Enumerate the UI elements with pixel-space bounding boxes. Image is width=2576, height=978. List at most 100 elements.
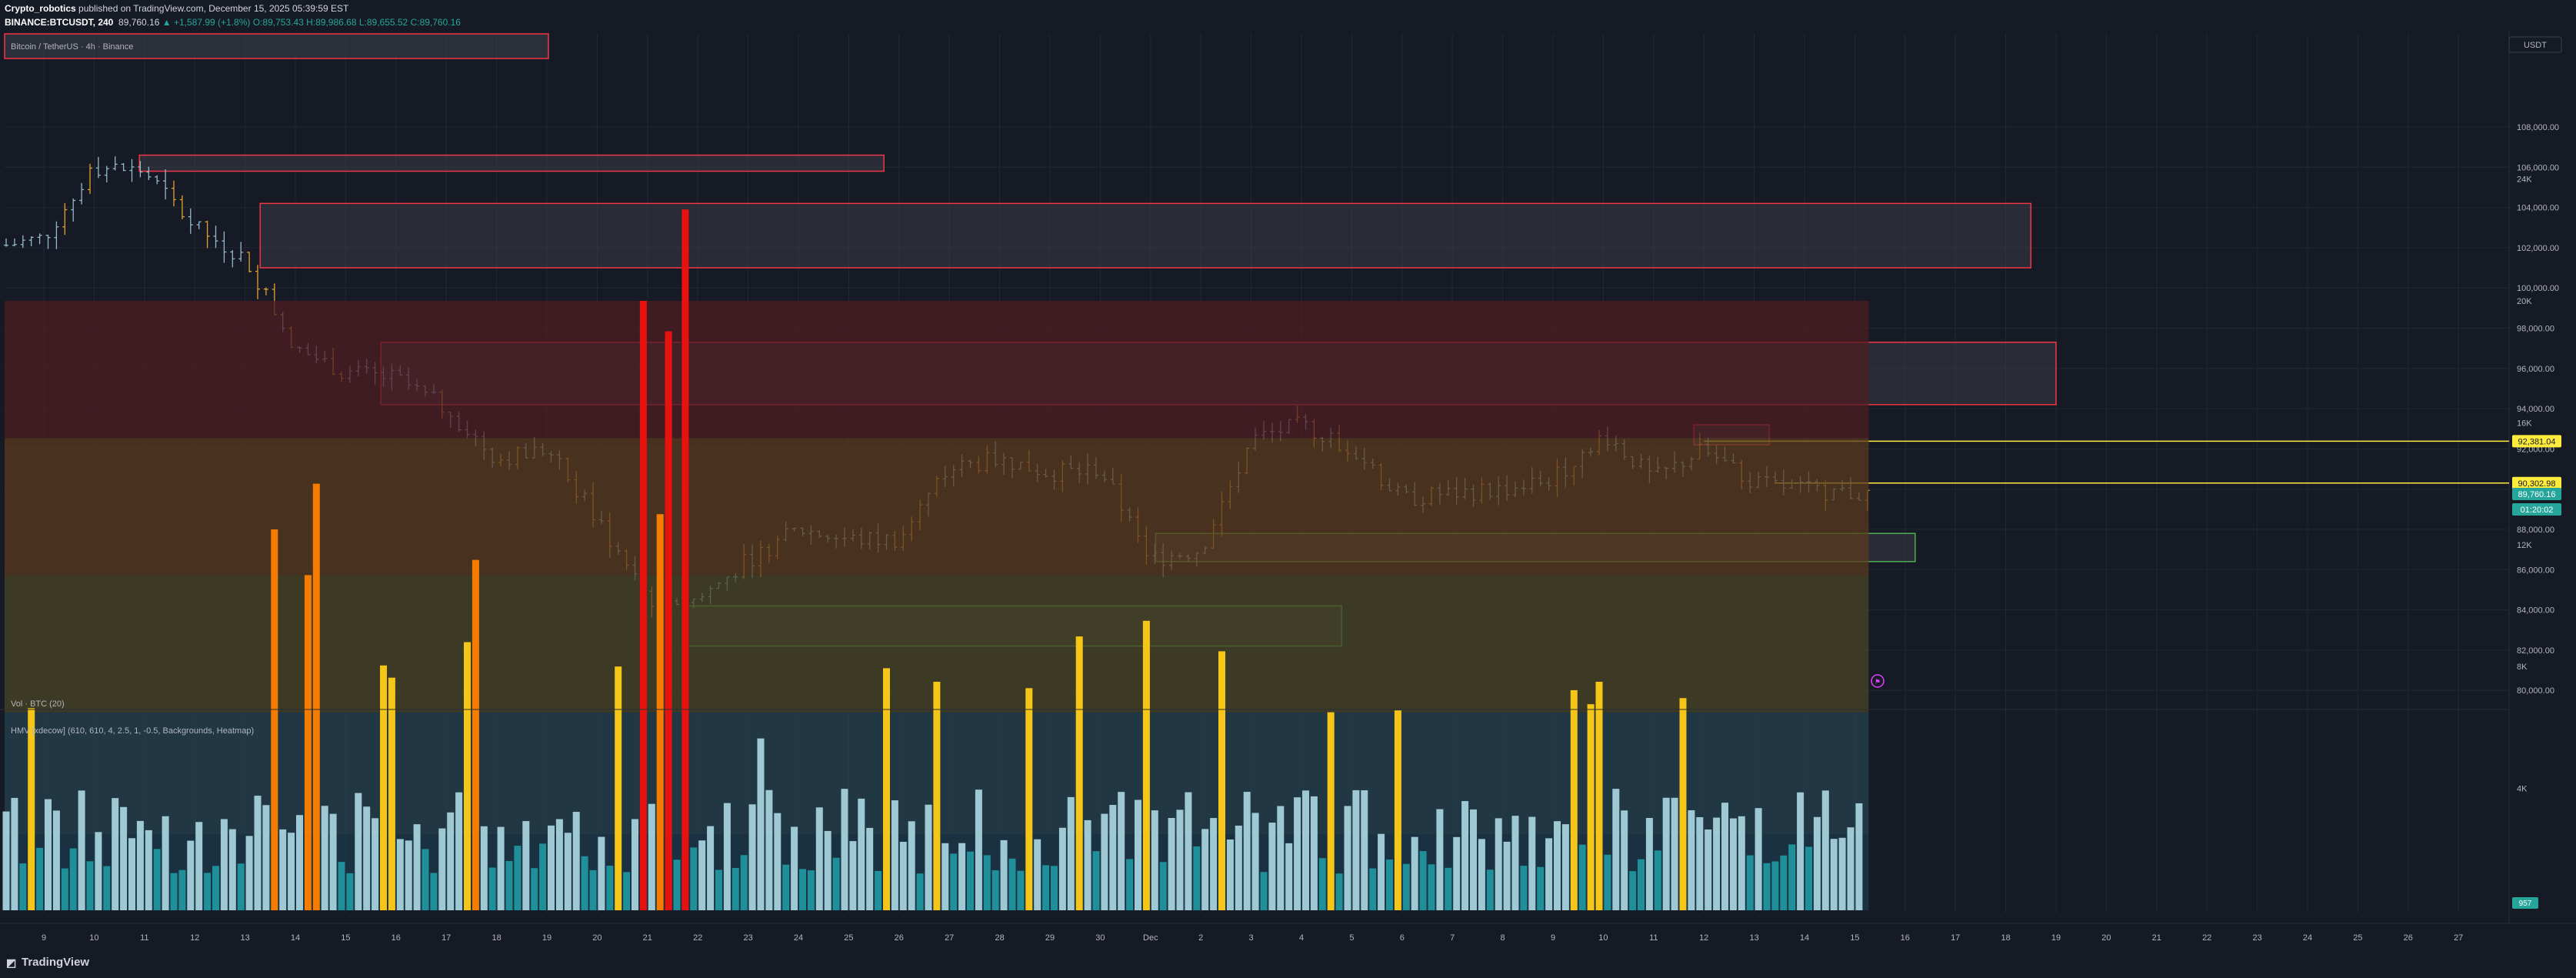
currency-label: USDT (2524, 41, 2547, 50)
volume-bar (824, 830, 831, 910)
price-tick: 82,000.00 (2517, 646, 2554, 656)
publish-info: Crypto_robotics published on TradingView… (5, 3, 348, 14)
volume-axis[interactable]: 24K 20K 16K 12K 8K 4K (2517, 175, 2532, 794)
price-tick: 96,000.00 (2517, 365, 2554, 374)
volume-bar (615, 666, 622, 910)
ohlc-bar (71, 198, 76, 222)
time-tick: 30 (1095, 933, 1105, 943)
volume-bar (690, 847, 698, 910)
flag-icon[interactable] (1871, 674, 1885, 688)
volume-bar (388, 677, 395, 910)
time-tick: 15 (341, 933, 350, 943)
volume-bar (1251, 813, 1259, 910)
volume-bar (858, 798, 865, 910)
volume-bar (623, 872, 631, 910)
volume-bar (422, 849, 429, 910)
time-tick: 18 (492, 933, 501, 943)
chart-title: Bitcoin / TetherUS · 4h · Binance (11, 42, 133, 52)
volume-bar (841, 789, 848, 910)
tradingview-logo[interactable]: ◩ TradingView (6, 956, 89, 969)
volume-bar (1318, 858, 1326, 910)
volume-bar (204, 873, 212, 910)
volume-bar (1561, 824, 1569, 910)
volume-bar (380, 665, 387, 910)
volume-bar (288, 833, 295, 910)
volume-bar (1570, 689, 1578, 910)
volume-bar (505, 860, 513, 910)
volume-bar (1369, 868, 1377, 910)
price-tick: 108,000.00 (2517, 123, 2559, 132)
tv-icon: ◩ (6, 956, 17, 969)
symbol-name[interactable]: BINANCE:BTCUSDT, 240 (5, 17, 114, 28)
volume-bar (178, 870, 186, 910)
volume-bar (723, 803, 731, 910)
volume-bar (69, 848, 77, 910)
vol-indicator-label[interactable]: Vol · BTC (20) (11, 699, 65, 709)
volume-bar (1000, 839, 1008, 910)
time-tick: 9 (42, 933, 46, 943)
symbol-info: BINANCE:BTCUSDT, 240 89,760.16 ▲ +1,587.… (5, 17, 461, 28)
time-tick: 24 (794, 933, 803, 943)
volume-bar (1503, 841, 1511, 910)
volume-bar (413, 824, 421, 910)
ohlc-bar (45, 235, 51, 249)
volume-bar (815, 807, 823, 910)
volume-bar (731, 868, 739, 910)
volume-bar (1520, 866, 1528, 910)
volume-bar (1763, 863, 1771, 910)
volume-bar (925, 804, 932, 910)
time-tick: Dec (1143, 933, 1158, 943)
price-tick: 106,000.00 (2517, 163, 2559, 172)
hmv-indicator-label[interactable]: HMV [xdecow] (610, 610, 4, 2.5, 1, -0.5,… (11, 726, 254, 736)
volume-tick: 8K (2517, 663, 2528, 672)
price-axis[interactable]: 108,000.00 106,000.00 104,000.00 102,000.00… (2517, 123, 2559, 696)
volume-bar (1771, 861, 1779, 910)
volume-bar (1813, 816, 1821, 910)
volume-bar (1537, 866, 1545, 910)
volume-bar (522, 821, 530, 910)
volume-tag-text: 957 (2519, 900, 2532, 908)
volume-bar (1067, 796, 1075, 910)
volume-bar (170, 873, 178, 910)
volume-bar (86, 861, 94, 910)
volume-bar (531, 868, 538, 910)
volume-bar (28, 708, 35, 910)
volume-bar (162, 816, 169, 910)
volume-bar (1126, 859, 1134, 910)
time-tick: 8 (1501, 933, 1505, 943)
author-name[interactable]: Crypto_robotics (5, 3, 76, 14)
time-tick: 2 (1198, 933, 1203, 943)
volume-bar (1453, 836, 1461, 910)
volume-bar (372, 818, 379, 910)
supply-zone[interactable] (138, 154, 885, 172)
ohlc-bar (129, 159, 135, 182)
volume-bar (774, 813, 781, 910)
price-tag (2512, 476, 2561, 489)
ohlc-bar (104, 165, 109, 183)
time-tick: 27 (945, 933, 954, 943)
volume-bar (1017, 870, 1025, 910)
volume-bar (698, 840, 706, 910)
volume-bar (195, 822, 203, 910)
volume-bar (1545, 838, 1553, 910)
volume-bar (1394, 710, 1401, 910)
time-tick: 16 (1901, 933, 1910, 943)
volume-bar (1402, 863, 1410, 910)
volume-bar (1654, 850, 1661, 910)
volume-bar (791, 826, 798, 910)
time-axis[interactable]: 9 10 11 12 13 14 15 16 17 18 19 20 21 22 23 24 25 26 27 28 2… (42, 933, 2463, 943)
time-tick: 17 (442, 933, 451, 943)
time-tick: 18 (2001, 933, 2010, 943)
volume-bar (1386, 860, 1393, 910)
volume-bar (564, 833, 572, 910)
time-tick: 10 (1598, 933, 1608, 943)
volume-bar (1185, 792, 1192, 910)
last-price: 89,760.16 (118, 17, 160, 28)
price-tag (2512, 487, 2561, 500)
volume-bar (1738, 816, 1745, 910)
time-tick: 7 (1450, 933, 1455, 943)
volume-bar (514, 846, 522, 910)
currency-button[interactable] (2508, 36, 2562, 53)
supply-zone[interactable] (259, 202, 2032, 269)
